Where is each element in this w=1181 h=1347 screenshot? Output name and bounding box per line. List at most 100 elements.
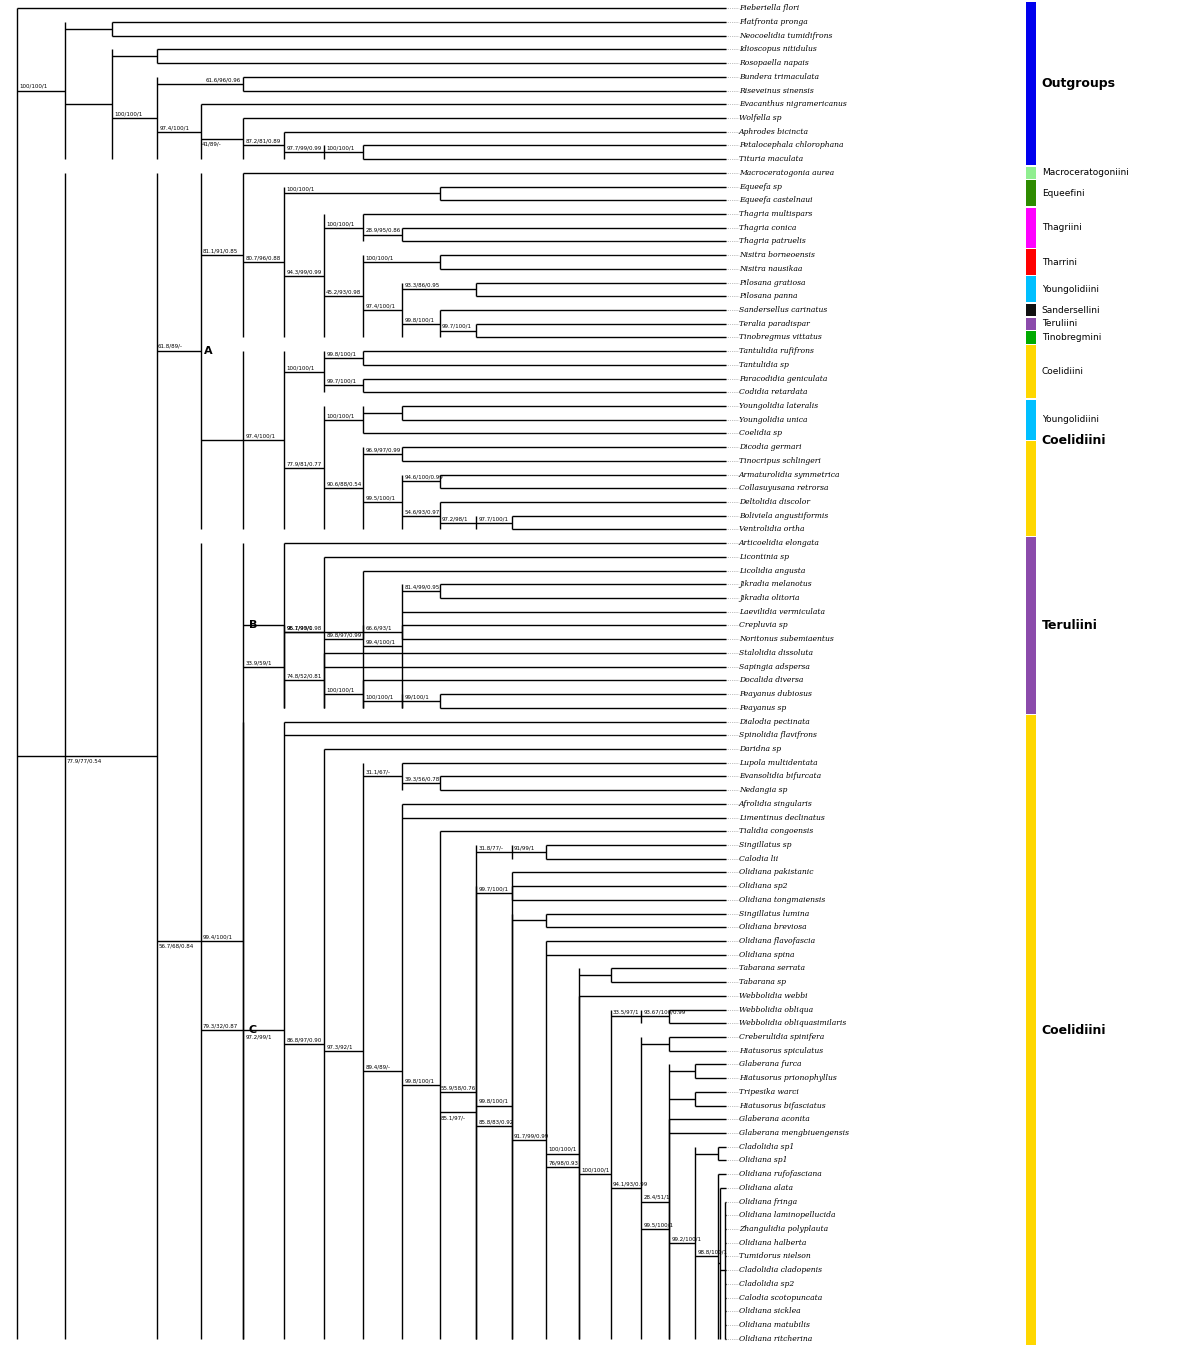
Text: Jikradia olitoria: Jikradia olitoria <box>739 594 800 602</box>
Text: Nisitra borneoensis: Nisitra borneoensis <box>739 251 815 259</box>
Text: 99.7/100/1: 99.7/100/1 <box>478 886 509 892</box>
Text: Olidiana sicklea: Olidiana sicklea <box>739 1308 801 1315</box>
Text: 28.4/51/1: 28.4/51/1 <box>644 1195 670 1200</box>
Text: 97.7/100/1: 97.7/100/1 <box>478 516 509 521</box>
Text: Tantulidia sp: Tantulidia sp <box>739 361 789 369</box>
Text: 99.2/100/1: 99.2/100/1 <box>672 1237 702 1241</box>
Text: Aphrodes bicincta: Aphrodes bicincta <box>739 128 809 136</box>
Text: Daridna sp: Daridna sp <box>739 745 781 753</box>
Text: 99.4/100/1: 99.4/100/1 <box>203 935 233 939</box>
Text: Stalolidia dissoluta: Stalolidia dissoluta <box>739 649 813 657</box>
Text: Calodia scotopuncata: Calodia scotopuncata <box>739 1293 822 1301</box>
Text: Webbolidia obliqua: Webbolidia obliqua <box>739 1006 813 1013</box>
Text: Olidiana flavofascia: Olidiana flavofascia <box>739 938 815 946</box>
Text: 96.9/97/0.99: 96.9/97/0.99 <box>365 447 400 453</box>
Text: Macroceratogonia aurea: Macroceratogonia aurea <box>739 168 834 176</box>
Text: Evacanthus nigramericanus: Evacanthus nigramericanus <box>739 100 847 108</box>
Bar <box>1026 345 1036 399</box>
Text: Glaberana aconita: Glaberana aconita <box>739 1115 810 1123</box>
Text: 95.7/99/1: 95.7/99/1 <box>287 626 313 630</box>
Text: B: B <box>249 621 257 630</box>
Text: Tinobregmus vittatus: Tinobregmus vittatus <box>739 334 822 341</box>
Text: Evansolidia bifurcata: Evansolidia bifurcata <box>739 772 821 780</box>
Text: Tantulidia rufifrons: Tantulidia rufifrons <box>739 348 814 356</box>
Text: 41/89/-: 41/89/- <box>202 141 221 147</box>
Text: Lupola multidentata: Lupola multidentata <box>739 758 817 766</box>
Text: Thagria multispars: Thagria multispars <box>739 210 813 218</box>
Text: Limentinus declinatus: Limentinus declinatus <box>739 814 824 822</box>
Text: Crepluvia sp: Crepluvia sp <box>739 621 788 629</box>
Text: Youngolidia unica: Youngolidia unica <box>739 416 808 424</box>
Text: 55.9/58/0.76: 55.9/58/0.76 <box>441 1086 476 1090</box>
Text: Tripesika warci: Tripesika warci <box>739 1088 798 1096</box>
Text: Tharrini: Tharrini <box>1042 257 1077 267</box>
Text: Fieberiella flori: Fieberiella flori <box>739 4 800 12</box>
Text: Equeefa castelnaui: Equeefa castelnaui <box>739 197 813 205</box>
Text: Teralia paradispar: Teralia paradispar <box>739 319 810 327</box>
Text: Laevilidia vermiculata: Laevilidia vermiculata <box>739 607 826 616</box>
Text: 100/100/1: 100/100/1 <box>327 145 354 151</box>
Text: 100/100/1: 100/100/1 <box>365 694 393 699</box>
Bar <box>1026 331 1036 343</box>
Text: 86.8/97/0.90: 86.8/97/0.90 <box>287 1037 321 1043</box>
Text: 99.5/100/1: 99.5/100/1 <box>365 496 396 501</box>
Text: Cladolidia sp2: Cladolidia sp2 <box>739 1280 794 1288</box>
Text: 94.1/93/0.99: 94.1/93/0.99 <box>613 1181 648 1187</box>
Text: 89.8/97/0.99: 89.8/97/0.99 <box>327 633 361 637</box>
Text: Afrolidia singularis: Afrolidia singularis <box>739 800 813 808</box>
Text: Teruliini: Teruliini <box>1042 319 1077 329</box>
Text: Docalida diversa: Docalida diversa <box>739 676 803 684</box>
Text: 77.9/81/0.77: 77.9/81/0.77 <box>287 461 321 466</box>
Text: Olidiana matubilis: Olidiana matubilis <box>739 1321 810 1329</box>
Text: Creberulidia spinifera: Creberulidia spinifera <box>739 1033 824 1041</box>
Text: 99.7/100/1: 99.7/100/1 <box>327 379 357 384</box>
Text: Armaturolidia symmetrica: Armaturolidia symmetrica <box>739 470 841 478</box>
Text: 33.9/59/1: 33.9/59/1 <box>246 660 272 665</box>
Text: 98.8/100/1: 98.8/100/1 <box>698 1250 727 1255</box>
Text: 74.8/52/0.81: 74.8/52/0.81 <box>287 674 321 679</box>
Text: 91/99/1: 91/99/1 <box>514 845 535 850</box>
Text: 99.8/100/1: 99.8/100/1 <box>404 1079 435 1083</box>
Text: 31.1/67/-: 31.1/67/- <box>365 769 391 775</box>
Text: 87.2/81/0.89: 87.2/81/0.89 <box>246 139 281 144</box>
Text: 61.6/96/0.96: 61.6/96/0.96 <box>205 77 241 82</box>
Text: Olidiana alata: Olidiana alata <box>739 1184 792 1192</box>
Text: 100/100/1: 100/100/1 <box>287 187 315 191</box>
Text: Webbolidia webbi: Webbolidia webbi <box>739 991 808 999</box>
Text: Webbolidia obliquasimilaris: Webbolidia obliquasimilaris <box>739 1020 847 1028</box>
Text: Equeefini: Equeefini <box>1042 189 1084 198</box>
Text: 99.5/100/1: 99.5/100/1 <box>644 1223 673 1227</box>
Text: 99.7/100/1: 99.7/100/1 <box>442 325 472 329</box>
Text: Olidiana pakistanic: Olidiana pakistanic <box>739 869 814 877</box>
Text: Deltolidia discolor: Deltolidia discolor <box>739 498 810 506</box>
Text: Olidiana laminopellucida: Olidiana laminopellucida <box>739 1211 835 1219</box>
Bar <box>1026 400 1036 439</box>
Text: Singillatus lumina: Singillatus lumina <box>739 909 809 917</box>
Text: Hiatusorus spiculatus: Hiatusorus spiculatus <box>739 1047 823 1055</box>
Text: 94.6/100/0.99: 94.6/100/0.99 <box>404 475 443 480</box>
Text: 31.8/77/-: 31.8/77/- <box>478 845 503 850</box>
Bar <box>1026 276 1036 303</box>
Text: Riseveinus sinensis: Riseveinus sinensis <box>739 86 814 94</box>
Text: Olidiana tongmaiensis: Olidiana tongmaiensis <box>739 896 826 904</box>
Text: 99.8/100/1: 99.8/100/1 <box>478 1099 509 1105</box>
Text: 100/100/1: 100/100/1 <box>327 414 354 418</box>
Text: Tabarana serrata: Tabarana serrata <box>739 964 805 973</box>
Text: Licolidia angusta: Licolidia angusta <box>739 567 805 575</box>
Text: 76/98/0.93: 76/98/0.93 <box>548 1161 578 1165</box>
Text: 45.2/93/0.98: 45.2/93/0.98 <box>326 290 360 295</box>
Bar <box>1026 3 1036 166</box>
Text: Youngolidiini: Youngolidiini <box>1042 286 1098 294</box>
Text: Olidiana breviosa: Olidiana breviosa <box>739 923 807 931</box>
Bar <box>1026 318 1036 330</box>
Text: Flatfronta pronga: Flatfronta pronga <box>739 18 808 26</box>
Text: 97.2/99/1: 97.2/99/1 <box>246 1034 272 1040</box>
Text: Singillatus sp: Singillatus sp <box>739 841 791 849</box>
Text: Glaberana furca: Glaberana furca <box>739 1060 802 1068</box>
Text: Olidiana sp1: Olidiana sp1 <box>739 1157 788 1164</box>
Bar <box>1026 715 1036 1344</box>
Text: Paracodidia geniculata: Paracodidia geniculata <box>739 374 828 383</box>
Text: Dicodia germari: Dicodia germari <box>739 443 802 451</box>
Text: Olidiana fringa: Olidiana fringa <box>739 1197 797 1206</box>
Text: Olidiana rufofasciana: Olidiana rufofasciana <box>739 1171 822 1179</box>
